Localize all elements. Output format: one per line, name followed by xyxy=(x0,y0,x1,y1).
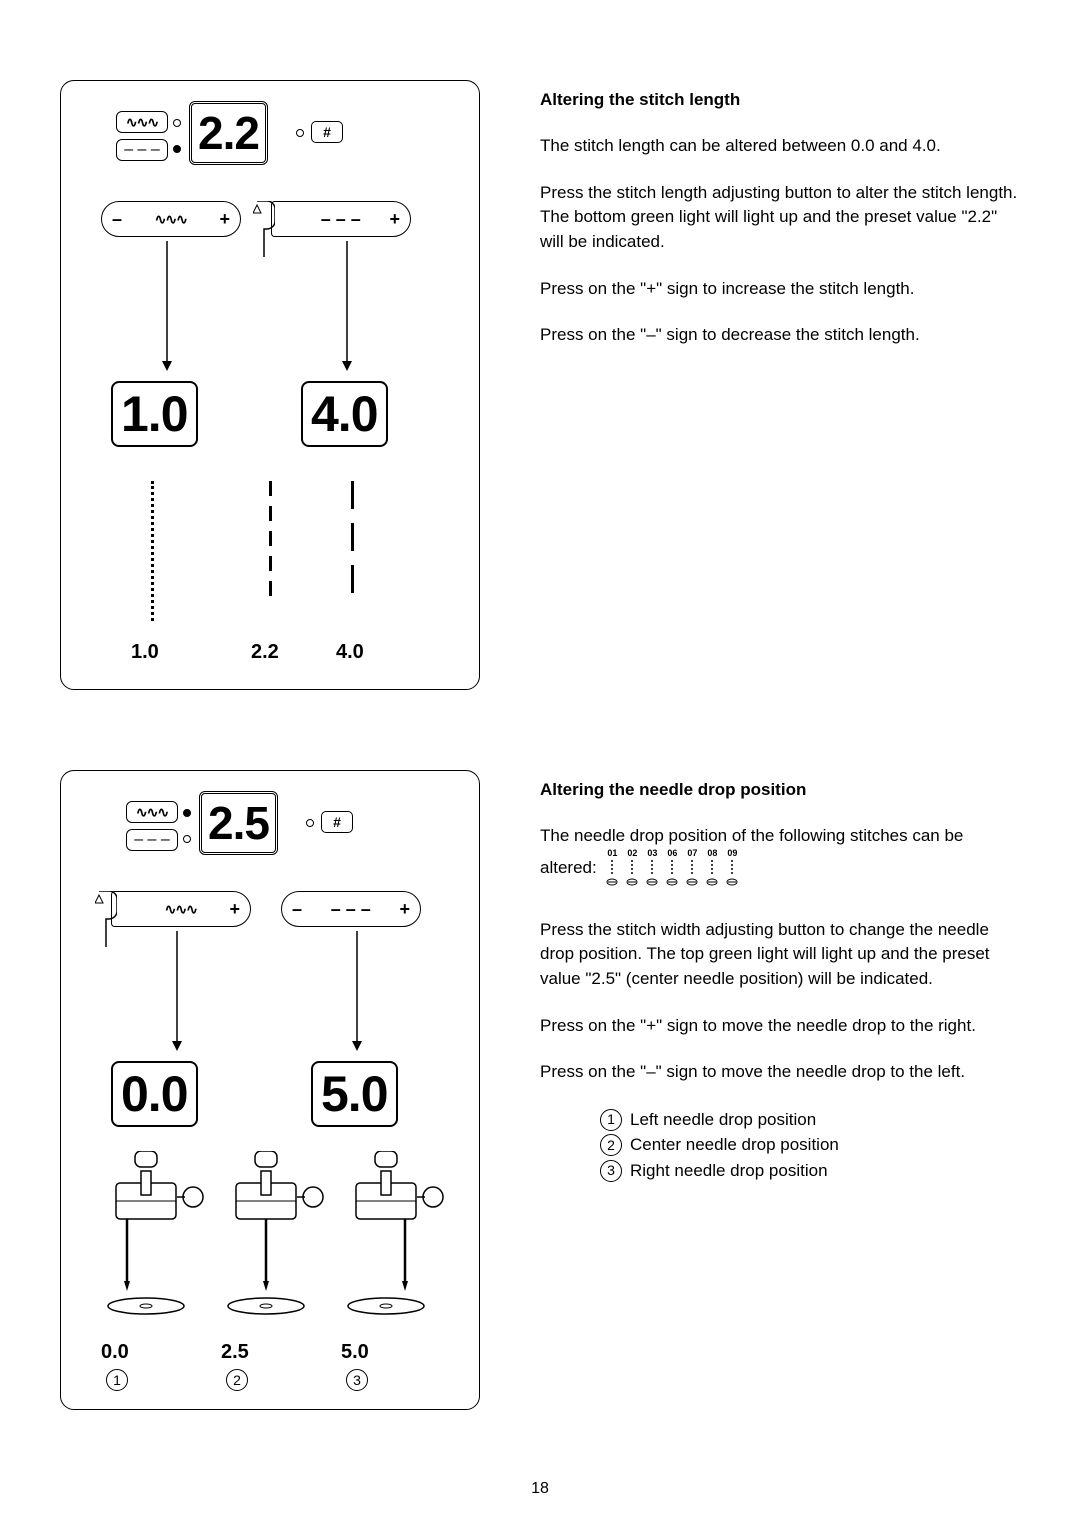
stitch-code-item: 08 xyxy=(705,849,719,888)
lever-icon-2 xyxy=(95,891,117,951)
position-item: 3 Right needle drop position xyxy=(600,1158,1020,1184)
s2-p3: Press on the "+" sign to move the needle… xyxy=(540,1014,1020,1039)
needle-right xyxy=(348,1151,443,1314)
arrow-left xyxy=(161,241,173,371)
position-list: 1 Left needle drop position 2 Center needle… xyxy=(540,1107,1020,1184)
position-num: 3 xyxy=(600,1160,622,1182)
indicator-right xyxy=(296,129,304,137)
dash-icon-2: – – – xyxy=(134,831,170,849)
circ-1: 1 xyxy=(106,1369,128,1391)
dash-mini-2: – – – xyxy=(331,899,371,920)
needle-center xyxy=(228,1151,323,1314)
label-max-2: 5.0 xyxy=(341,1341,369,1364)
needle-left xyxy=(108,1151,203,1314)
main-display-2: 2.5 xyxy=(199,791,278,855)
indicator-right-2 xyxy=(306,819,314,827)
plus-sign-3[interactable]: + xyxy=(229,899,240,920)
stitch-code-item: 02 xyxy=(625,849,639,888)
display-min: 1.0 xyxy=(111,381,198,447)
mini-dash-box-2: – – – xyxy=(126,829,178,851)
circ-3: 3 xyxy=(346,1369,368,1391)
section-needle-drop: ∿∿∿ – – – 2.5 # – ∿∿∿ + – – – xyxy=(60,770,1020,1410)
length-adjust-pill[interactable]: – – – – + xyxy=(271,201,411,237)
position-label: Right needle drop position xyxy=(630,1158,828,1184)
display-value: 2.2 xyxy=(189,101,268,165)
display-max-2: 5.0 xyxy=(311,1061,398,1127)
mini-dash-box: – – – xyxy=(116,139,168,161)
s1-p2: Press the stitch length adjusting button… xyxy=(540,181,1020,255)
stitch-code-item: 01 xyxy=(605,849,619,888)
diagram-stitch-length: ∿∿∿ – – – 2.2 # – ∿∿∿ + – – – – + xyxy=(60,80,500,690)
indicator-bottom-off xyxy=(183,835,191,843)
stitch-code-item: 07 xyxy=(685,849,699,888)
position-item: 1 Left needle drop position xyxy=(600,1107,1020,1133)
s1-p4: Press on the "–" sign to decrease the st… xyxy=(540,323,1020,348)
indicator-top-on xyxy=(183,809,191,817)
display-min-2: 0.0 xyxy=(111,1061,198,1127)
text-stitch-length: Altering the stitch length The stitch le… xyxy=(540,80,1020,690)
indicator-top-off xyxy=(173,119,181,127)
diagram-box-1: ∿∿∿ – – – 2.2 # – ∿∿∿ + – – – – + xyxy=(60,80,480,690)
plus-sign[interactable]: + xyxy=(219,209,230,230)
label-min-2: 0.0 xyxy=(101,1341,129,1364)
minus-sign-3[interactable]: – xyxy=(292,899,302,920)
s2-p1-text: The needle drop position of the followin… xyxy=(540,826,963,877)
stitch-code-item: 06 xyxy=(665,849,679,888)
plus-sign-4[interactable]: + xyxy=(399,899,410,920)
width-adjust-pill[interactable]: – ∿∿∿ + xyxy=(101,201,241,237)
stitch-pattern-short xyxy=(151,481,155,621)
position-label: Center needle drop position xyxy=(630,1132,839,1158)
label-max: 4.0 xyxy=(336,641,364,664)
mini-zigzag-box: ∿∿∿ xyxy=(116,111,168,133)
s1-p3: Press on the "+" sign to increase the st… xyxy=(540,277,1020,302)
stitch-pattern-long xyxy=(351,481,355,621)
diagram-box-2: ∿∿∿ – – – 2.5 # – ∿∿∿ + – – – xyxy=(60,770,480,1410)
zigzag-mini-icon: ∿∿∿ xyxy=(155,211,187,228)
s2-p4: Press on the "–" sign to move the needle… xyxy=(540,1060,1020,1085)
s2-p1: The needle drop position of the followin… xyxy=(540,824,1020,888)
diagram-needle-drop: ∿∿∿ – – – 2.5 # – ∿∿∿ + – – – xyxy=(60,770,500,1410)
zigzag-mini-2: ∿∿∿ xyxy=(165,901,197,918)
mini-zigzag-box-2: ∿∿∿ xyxy=(126,801,178,823)
display-max: 4.0 xyxy=(301,381,388,447)
hash-box: # xyxy=(311,121,343,143)
needle-row xyxy=(91,1151,451,1321)
label-default-2: 2.5 xyxy=(221,1341,249,1364)
label-default: 2.2 xyxy=(251,641,279,664)
position-item: 2 Center needle drop position xyxy=(600,1132,1020,1158)
dash-mini: – – – xyxy=(321,209,361,230)
minus-sign[interactable]: – xyxy=(112,209,122,230)
dash-icon: – – – xyxy=(124,141,160,159)
indicator-bottom-on xyxy=(173,145,181,153)
main-display: 2.2 xyxy=(189,101,268,165)
length-adjust-pill-2[interactable]: – – – – + xyxy=(281,891,421,927)
label-min: 1.0 xyxy=(131,641,159,664)
s2-p2: Press the stitch width adjusting button … xyxy=(540,918,1020,992)
arrow-right-2 xyxy=(351,931,363,1051)
stitch-pattern-default xyxy=(269,481,273,621)
heading-1: Altering the stitch length xyxy=(540,90,1020,110)
heading-2: Altering the needle drop position xyxy=(540,780,1020,800)
hash-box-2: # xyxy=(321,811,353,833)
plus-sign-2[interactable]: + xyxy=(389,209,400,230)
arrow-right xyxy=(341,241,353,371)
arrow-left-2 xyxy=(171,931,183,1051)
text-needle-drop: Altering the needle drop position The ne… xyxy=(540,770,1020,1410)
stitch-code-row: 01020306070809 xyxy=(605,849,739,888)
position-label: Left needle drop position xyxy=(630,1107,816,1133)
zigzag-icon-2: ∿∿∿ xyxy=(136,804,168,821)
section-stitch-length: ∿∿∿ – – – 2.2 # – ∿∿∿ + – – – – + xyxy=(60,80,1020,690)
display-value-2: 2.5 xyxy=(199,791,278,855)
circ-2: 2 xyxy=(226,1369,248,1391)
stitch-code-item: 09 xyxy=(725,849,739,888)
s1-p1: The stitch length can be altered between… xyxy=(540,134,1020,159)
position-num: 2 xyxy=(600,1134,622,1156)
page-number: 18 xyxy=(0,1480,1080,1498)
lever-icon xyxy=(253,201,275,261)
width-adjust-pill-2[interactable]: – ∿∿∿ + xyxy=(111,891,251,927)
position-num: 1 xyxy=(600,1109,622,1131)
stitch-code-item: 03 xyxy=(645,849,659,888)
zigzag-icon: ∿∿∿ xyxy=(126,114,158,131)
